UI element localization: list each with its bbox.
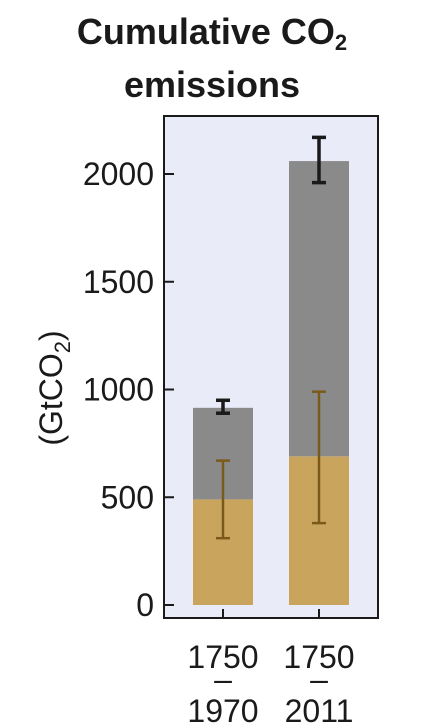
y-axis: 0 500 1000 1500 2000 <box>83 156 174 623</box>
x-tick-label-bottom: 2011 <box>285 693 354 728</box>
y-axis-label-main: (GtCO <box>33 353 69 445</box>
y-tick-label: 1000 <box>83 372 154 408</box>
y-tick-label: 0 <box>136 587 154 623</box>
x-tick-label-top: 1750 <box>283 639 354 675</box>
chart-title-subscript: 2 <box>334 30 348 55</box>
y-tick-label: 500 <box>101 479 154 515</box>
y-tick-label: 2000 <box>83 156 154 192</box>
y-axis-label: (GtCO2) <box>33 330 75 445</box>
chart-title-line-2: emissions <box>123 64 301 105</box>
x-tick-label-dash: – <box>214 661 232 697</box>
chart-title-line-1: Cumulative CO2 <box>0 14 424 54</box>
y-tick-label: 1500 <box>83 264 154 300</box>
y-axis-label-subscript: 2 <box>50 341 75 353</box>
chart-title-text: Cumulative CO <box>76 11 335 52</box>
error-bars-layer <box>216 135 326 540</box>
y-axis-label-close: ) <box>33 330 69 341</box>
x-tick-label-dash: – <box>310 661 328 697</box>
x-tick-label-bottom: 1970 <box>187 693 258 728</box>
x-tick-label-top: 1750 <box>187 639 258 675</box>
